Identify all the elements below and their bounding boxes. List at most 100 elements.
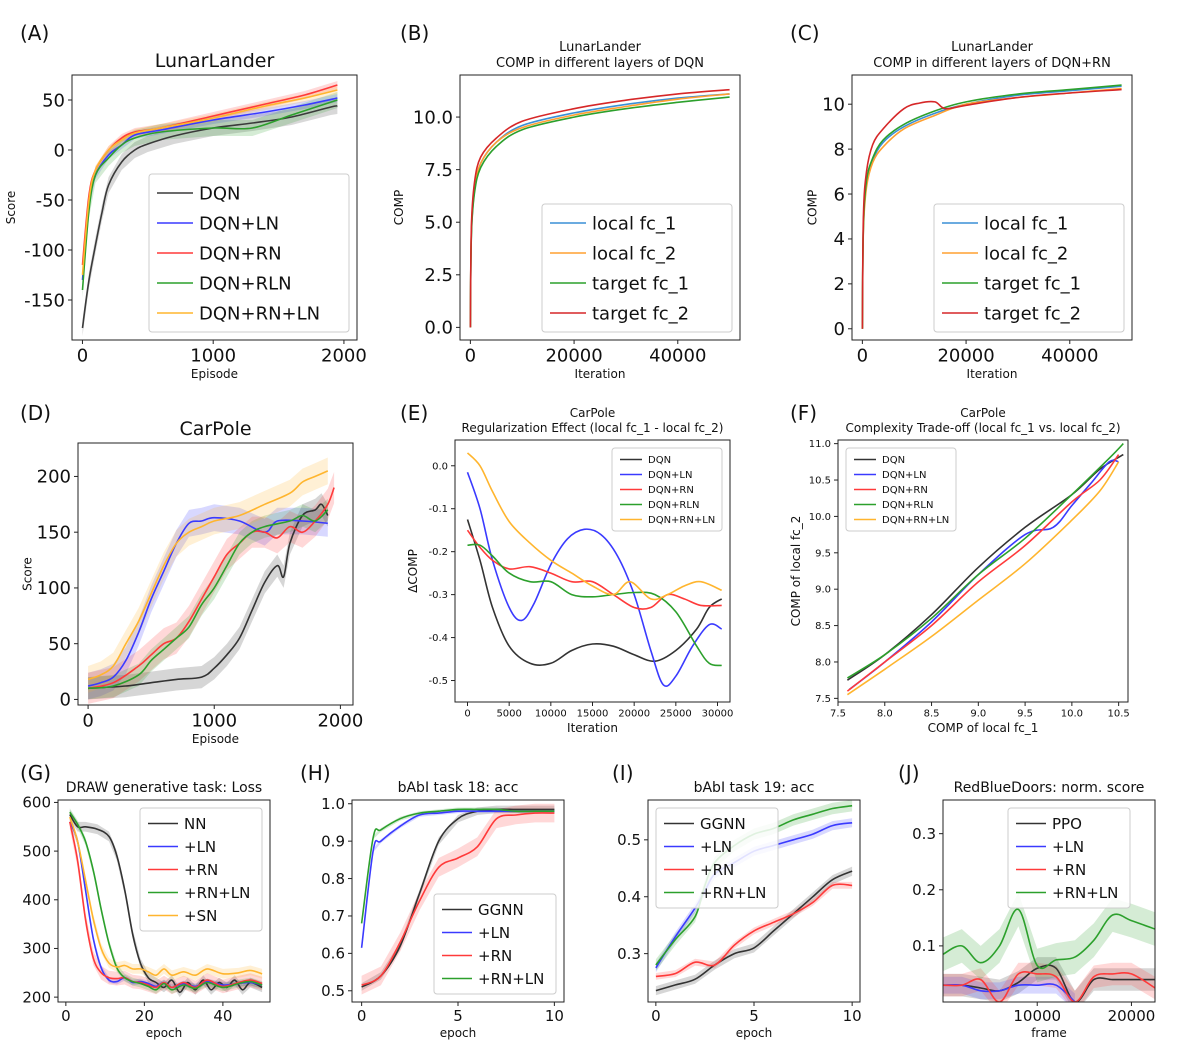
x-axis-label: frame: [1031, 1026, 1067, 1040]
y-tick-label: 0.9: [321, 832, 345, 850]
x-tick-label: 5: [749, 1007, 759, 1025]
y-tick-label: 0.4: [617, 888, 641, 906]
series-line: [846, 461, 1120, 696]
axes-frame: [459, 74, 741, 341]
series-line: [361, 808, 555, 988]
x-tick-label: 9.5: [1017, 709, 1033, 720]
x-tick-label: 2000: [321, 345, 367, 366]
x-tick-label: 20000: [618, 709, 650, 720]
x-tick-label: 8.0: [877, 709, 893, 720]
series-line: [655, 870, 853, 992]
panel-letter: (H): [300, 761, 331, 785]
x-tick-label: 0: [465, 345, 476, 366]
legend-label: +RN+LN: [700, 884, 766, 902]
y-tick-label: -0.1: [428, 504, 448, 515]
legend: DQN DQN+LN DQN+RN DQN+RLN DQN+RN+LN: [148, 173, 350, 333]
x-tick-label: 15000: [577, 709, 609, 720]
legend-label: DQN+RN+LN: [882, 515, 949, 526]
x-axis-label: Episode: [192, 732, 239, 746]
x-tick-label: 8.5: [924, 709, 940, 720]
y-tick-label: 0.7: [321, 907, 345, 925]
x-tick-label: 9.0: [970, 709, 986, 720]
x-axis-label: epoch: [440, 1026, 477, 1040]
axes-frame: [71, 74, 358, 341]
x-tick-label: 0: [857, 345, 868, 366]
y-axis-label: COMP: [392, 190, 406, 225]
x-tick-label: 10000: [535, 709, 567, 720]
x-tick-label: 10: [843, 1007, 862, 1025]
y-tick-label: 7.5: [424, 160, 453, 181]
panel-g: (G) DRAW generative task: Loss 0 20 40 200 300…: [20, 761, 271, 1040]
legend-label: +SN: [184, 907, 217, 925]
x-tick-label: 20000: [1108, 1007, 1156, 1025]
series-line: [943, 908, 1155, 970]
legend-label: NN: [184, 815, 206, 833]
x-tick-label: 2000: [317, 710, 363, 731]
legend-label: DQN: [199, 183, 241, 204]
y-tick-label: 2: [834, 274, 845, 295]
legend-label: target fc_1: [592, 273, 689, 294]
y-tick-label: 0.0: [424, 318, 453, 339]
legend-label: local fc_2: [592, 243, 676, 264]
chart-title: CarPole: [570, 406, 616, 420]
series-line: [69, 821, 263, 989]
y-tick-label: 7.5: [815, 694, 831, 705]
legend-frame: [655, 807, 779, 909]
series-line: [655, 883, 853, 978]
y-tick-label: -0.2: [428, 547, 448, 558]
x-tick-label: 1000: [190, 345, 236, 366]
legend: GGNN +LN +RN +RN+LN: [655, 807, 779, 909]
y-tick-label: -0.5: [428, 676, 448, 687]
x-tick-label: 5000: [496, 709, 521, 720]
y-tick-label: 10: [822, 94, 845, 115]
legend-label: DQN+LN: [199, 213, 279, 234]
x-tick-label: 0: [464, 709, 470, 720]
series-group: [943, 892, 1155, 1002]
legend-label: DQN+RN+LN: [199, 303, 320, 324]
legend-label: +RN: [478, 947, 512, 965]
chart-title: LunarLander: [951, 40, 1034, 55]
series-line: [467, 543, 722, 667]
y-tick-label: 400: [22, 891, 51, 909]
x-tick-label: 10: [545, 1007, 564, 1025]
y-tick-label: 5.0: [424, 213, 453, 234]
y-tick-label: -150: [24, 290, 65, 311]
legend-label: +LN: [1052, 838, 1084, 856]
y-tick-label: 0.0: [432, 461, 448, 472]
x-axis-label: Iteration: [967, 367, 1018, 381]
legend-frame: [148, 173, 350, 333]
panel-letter: (J): [898, 761, 920, 785]
x-axis-label: epoch: [736, 1026, 773, 1040]
panel-i: (I) bAbI task 19: acc 0 5 10 0.3 0.4 0.5 epoch GG…: [612, 761, 862, 1040]
y-tick-label: 10.0: [413, 107, 453, 128]
legend-label: +RN: [184, 861, 218, 879]
y-tick-label: 0.8: [321, 870, 345, 888]
chart-title: COMP in different layers of DQN: [496, 56, 704, 71]
legend: DQN DQN+LN DQN+RN DQN+RLN DQN+RN+LN: [845, 447, 957, 532]
y-tick-label: 6: [834, 184, 845, 205]
x-tick-label: 0: [61, 1007, 71, 1025]
y-tick-label: 0.1: [912, 937, 936, 955]
series-line: [466, 529, 722, 610]
panel-d: (D) CarPole 0 1000 2000 0 50 100 150 200 Episode Sc…: [20, 401, 363, 746]
axes-frame: [942, 799, 1156, 1003]
legend-frame: [541, 203, 733, 333]
legend-label: DQN+RN: [882, 485, 928, 496]
panel-a: (A) LunarLander 0 1000 2000 -150 -100 -50 0 50 Epi…: [4, 21, 367, 381]
chart-title: CarPole: [960, 406, 1006, 420]
series-group: [81, 81, 338, 336]
legend: GGNN +LN +RN +RN+LN: [433, 893, 557, 995]
series-line: [81, 89, 338, 276]
series-band: [361, 805, 555, 991]
legend-label: +RN: [700, 861, 734, 879]
y-tick-label: 1.0: [321, 795, 345, 813]
y-tick-label: 9.0: [815, 585, 831, 596]
legend-frame: [845, 447, 957, 532]
y-tick-label: 200: [37, 467, 71, 488]
chart-title: LunarLander: [155, 50, 275, 72]
legend-frame: [139, 807, 263, 932]
